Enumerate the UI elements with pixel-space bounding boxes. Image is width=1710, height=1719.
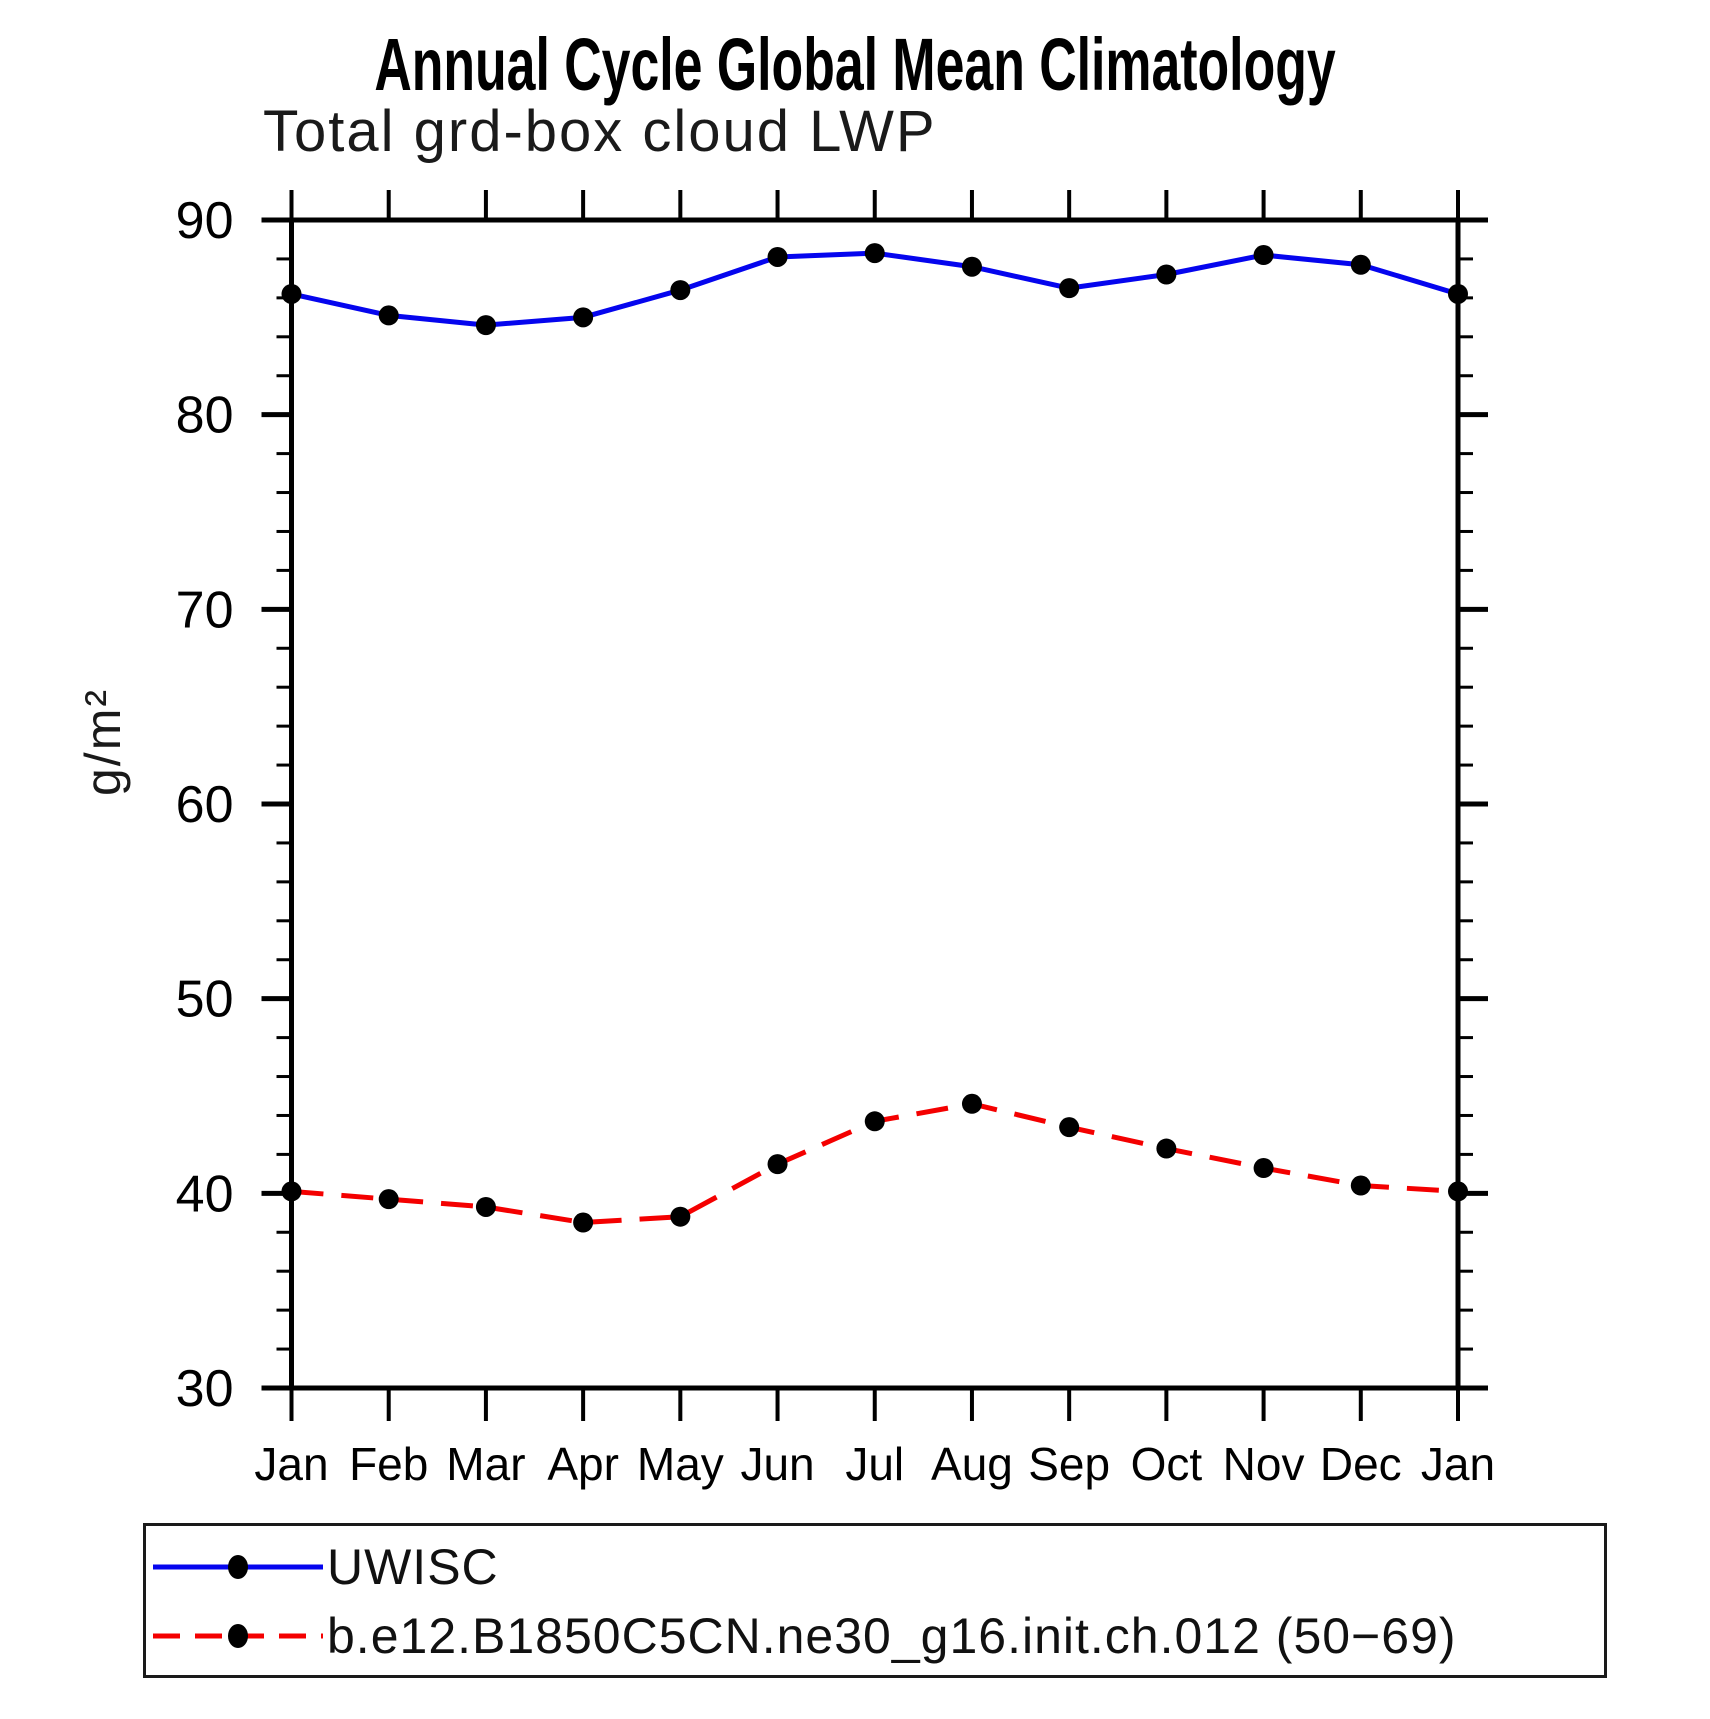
legend-entry-model: b.e12.B1850C5CN.ne30_g16.init.ch.012 (50… [149,1607,1457,1665]
data-point [1156,264,1177,285]
data-point [767,1154,788,1175]
y-tick-label: 90 [176,192,234,250]
data-point [1448,283,1468,304]
x-tick-label: Jul [845,1438,904,1490]
legend-label-model: b.e12.B1850C5CN.ne30_g16.init.ch.012 (50… [327,1608,1457,1664]
data-point [1059,278,1080,299]
x-tick-label: Aug [931,1438,1013,1490]
y-tick-label: 30 [176,1360,234,1418]
plot-frame [289,217,1461,1391]
y-tick-label: 60 [176,776,234,834]
legend-box: UWISC b.e12.B1850C5CN.ne30_g16.init.ch.0… [143,1523,1607,1678]
data-point [1253,1158,1274,1179]
series-model [281,1093,1468,1233]
data-point [281,1181,302,1202]
data-point [864,1111,885,1132]
series-uwisc [281,243,1468,336]
data-point [1448,1181,1468,1202]
y-tick-label: 50 [176,971,234,1029]
data-point [961,256,982,277]
legend-entry-uwisc: UWISC [149,1538,499,1596]
data-point [1059,1117,1080,1138]
data-point [475,315,496,336]
legend-line-solid [153,1555,323,1579]
data-point [378,305,399,326]
data-point [1350,254,1371,275]
data-point [573,1212,594,1233]
y-tick-label: 70 [176,581,234,639]
data-point [961,1093,982,1114]
x-tick-label: Sep [1028,1438,1110,1490]
series-line [290,250,1459,328]
x-tick-label: Dec [1320,1438,1402,1490]
y-tick-label: 40 [176,1165,234,1223]
data-point [378,1189,399,1210]
x-tick-label: Feb [349,1438,428,1490]
x-tick-label: Jan [254,1438,328,1490]
data-point [1253,245,1274,266]
chart-title: Annual Cycle Global Mean Climatology [374,23,1336,106]
data-point [1350,1175,1371,1196]
x-tick-label: Jun [740,1438,814,1490]
chart-subtitle: Total grd-box cloud LWP [263,99,937,164]
axes: 30 40 50 60 70 80 90 Jan Feb Mar Apr May Jun Jul Aug Se… [176,190,1495,1490]
data-point [864,243,885,264]
x-tick-label: Jan [1421,1438,1495,1490]
x-tick-label: Apr [547,1438,619,1490]
legend-line-dashed [153,1624,323,1648]
x-tick-label: May [637,1438,724,1490]
data-point [1156,1138,1177,1159]
y-tick-label: 80 [176,387,234,445]
x-tick-label: Oct [1131,1438,1203,1490]
data-point [475,1196,496,1217]
data-point [767,246,788,267]
data-point [670,1206,691,1227]
x-tick-label: Mar [446,1438,525,1490]
data-point [670,280,691,301]
legend-label-uwisc: UWISC [327,1539,499,1595]
data-point [573,307,594,328]
data-point [281,283,302,304]
x-tick-label: Nov [1223,1438,1305,1490]
